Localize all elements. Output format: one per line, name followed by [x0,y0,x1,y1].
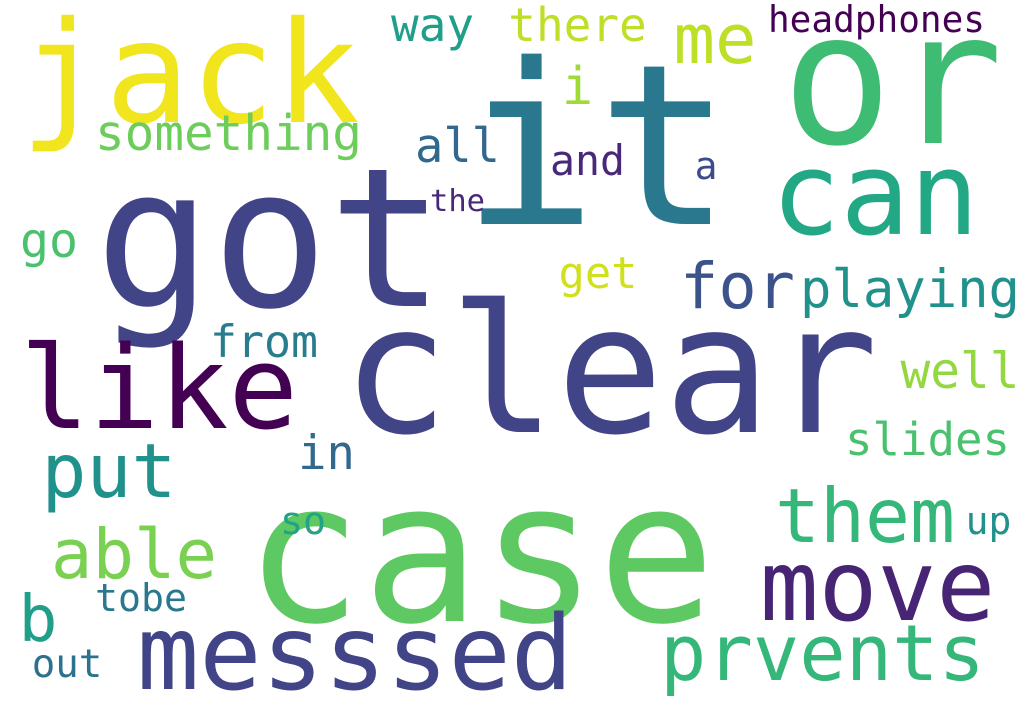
word-for: for [680,249,795,324]
word-it: it [462,16,732,278]
word-the: the [429,183,485,219]
word-up: up [965,498,1012,543]
word-able: able [50,514,218,595]
word-b: b [18,581,58,657]
word-got: got [95,126,445,353]
word-and: and [550,136,625,186]
word-or: or [781,0,1004,187]
word-them: them [775,473,955,561]
word-tobe: tobe [95,577,187,622]
word-go: go [20,212,78,269]
word-so: so [280,500,326,545]
word-move: move [759,529,996,644]
word-from: from [210,314,318,368]
word-i: i [561,56,594,117]
word-clear: clear [341,268,879,476]
word-prvents: prvents [660,609,985,700]
word-me: me [673,0,757,80]
word-playing: playing [800,259,1020,320]
word-put: put [41,428,177,516]
word-slides: slides [845,413,1010,467]
word-like: like [20,322,298,457]
word-get: get [558,248,638,300]
word-there: there [508,0,647,52]
word-in: in [298,425,355,481]
word-all: all [414,118,500,174]
word-can: can [771,127,979,262]
word-way: way [390,0,475,52]
word-something: something [95,103,362,162]
word-case: case [244,441,716,669]
word-jack: jack [20,0,360,157]
word-a: a [694,143,718,188]
word-out: out [31,642,103,688]
word-messsed: messsed [136,594,574,715]
word-well: well [900,341,1020,400]
word-headphones: headphones [767,0,986,41]
